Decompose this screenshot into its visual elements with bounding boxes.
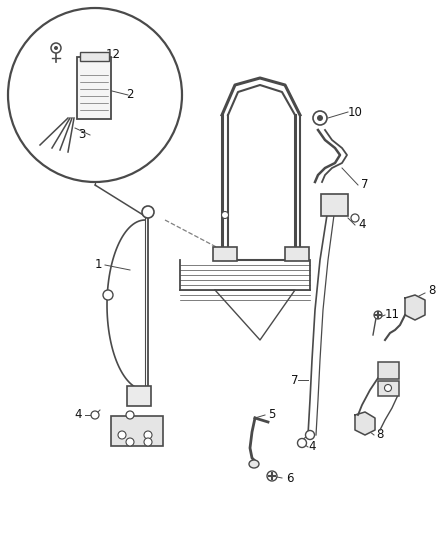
- Text: 4: 4: [308, 440, 316, 454]
- Circle shape: [144, 431, 152, 439]
- FancyBboxPatch shape: [378, 361, 399, 378]
- Circle shape: [91, 411, 99, 419]
- Circle shape: [142, 206, 154, 218]
- Circle shape: [374, 311, 382, 319]
- Ellipse shape: [249, 460, 259, 468]
- Circle shape: [351, 214, 359, 222]
- Polygon shape: [355, 412, 375, 435]
- Circle shape: [222, 212, 229, 219]
- FancyBboxPatch shape: [378, 381, 399, 395]
- Text: 7: 7: [361, 179, 369, 191]
- Circle shape: [313, 111, 327, 125]
- Polygon shape: [405, 295, 425, 320]
- Text: 2: 2: [126, 88, 134, 101]
- Text: 10: 10: [348, 106, 362, 118]
- Text: 11: 11: [385, 309, 399, 321]
- Text: 3: 3: [78, 128, 86, 141]
- Text: 4: 4: [74, 408, 82, 422]
- Circle shape: [103, 290, 113, 300]
- Circle shape: [118, 431, 126, 439]
- Text: 4: 4: [358, 219, 366, 231]
- Text: 6: 6: [286, 472, 294, 484]
- Text: 8: 8: [428, 284, 436, 296]
- FancyBboxPatch shape: [111, 416, 163, 446]
- Text: 7: 7: [291, 374, 299, 386]
- Circle shape: [51, 43, 61, 53]
- Circle shape: [144, 438, 152, 446]
- Circle shape: [385, 384, 392, 392]
- FancyBboxPatch shape: [285, 247, 309, 261]
- Text: 12: 12: [106, 49, 120, 61]
- Text: 5: 5: [268, 408, 276, 422]
- Circle shape: [297, 439, 307, 448]
- Circle shape: [305, 431, 314, 440]
- FancyBboxPatch shape: [127, 386, 151, 406]
- Circle shape: [126, 411, 134, 419]
- FancyBboxPatch shape: [77, 57, 111, 119]
- FancyBboxPatch shape: [321, 194, 348, 216]
- Circle shape: [267, 471, 277, 481]
- Circle shape: [317, 115, 323, 121]
- FancyBboxPatch shape: [213, 247, 237, 261]
- Text: 1: 1: [94, 259, 102, 271]
- Text: 8: 8: [376, 429, 384, 441]
- Circle shape: [54, 46, 58, 50]
- FancyBboxPatch shape: [80, 52, 109, 61]
- Circle shape: [126, 438, 134, 446]
